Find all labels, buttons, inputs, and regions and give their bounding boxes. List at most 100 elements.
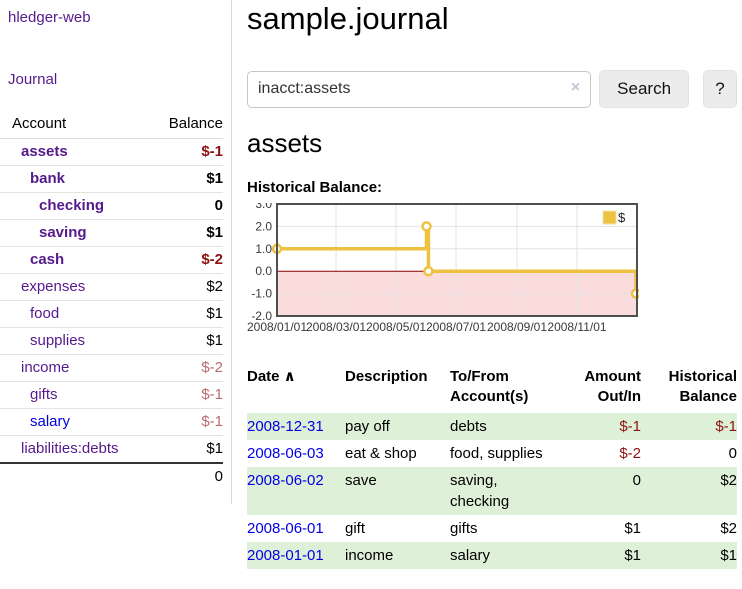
account-heading: assets	[247, 128, 323, 159]
transaction-amount: $-2	[619, 444, 641, 462]
transaction-accounts: debts	[450, 417, 487, 435]
sidebar-account-link[interactable]: supplies	[30, 332, 86, 349]
svg-text:2008/07/01: 2008/07/01	[426, 320, 486, 334]
transaction-amount: 0	[632, 471, 641, 489]
chart-title: Historical Balance:	[247, 178, 383, 196]
register-rows: 2008-12-31 pay off debts $-1 $-1 2008-06-03 ea…	[247, 412, 737, 569]
transaction-date-link[interactable]: 2008-01-01	[247, 546, 324, 564]
transaction-description: save	[345, 471, 377, 489]
account-balance: $1	[153, 219, 223, 247]
transaction-accounts: salary	[450, 546, 491, 564]
sort-ascending-icon[interactable]: ∧	[279, 367, 296, 385]
clear-search-icon[interactable]: ×	[570, 78, 581, 96]
account-row: assets $-1	[0, 138, 223, 166]
journal-link[interactable]: Journal	[8, 71, 58, 88]
transaction-accounts: gifts	[450, 519, 478, 537]
search-input[interactable]	[247, 70, 592, 108]
sidebar: hledger-web Journal Account Balance asse…	[0, 0, 232, 504]
transaction-description: gift	[345, 519, 366, 537]
search-help-button[interactable]: ?	[703, 70, 737, 109]
account-row: gifts $-1	[0, 381, 223, 409]
register-column-header: Amount Out/In	[584, 367, 641, 405]
transaction-accounts: food, supplies	[450, 444, 543, 462]
transaction-description: income	[345, 546, 394, 564]
sidebar-account-link[interactable]: cash	[30, 251, 65, 268]
transaction-amount: $1	[624, 546, 641, 564]
account-balance: $1	[153, 300, 223, 328]
account-balance: $-2	[153, 246, 223, 274]
sidebar-account-link[interactable]: income	[21, 359, 70, 376]
app-title-link[interactable]: hledger-web	[8, 9, 91, 26]
accounts-total-value: 0	[153, 462, 223, 490]
main-content: sample.journal × Search ? assets Histori…	[232, 0, 737, 589]
sidebar-account-link[interactable]: gifts	[30, 386, 58, 403]
account-row: bank $1	[0, 165, 223, 193]
account-rows: assets $-1 bank $1 checking 0 saving $1 cash $-2 e…	[0, 138, 223, 464]
svg-text:-2.0: -2.0	[251, 309, 272, 323]
accounts-total-spacer	[0, 462, 154, 490]
sidebar-account-link[interactable]: salary	[30, 413, 71, 430]
register-column-header: To/From Account(s)	[450, 367, 529, 405]
account-row: liabilities:debts $1	[0, 435, 223, 464]
page-title: sample.journal	[247, 1, 449, 36]
account-row: saving $1	[0, 219, 223, 247]
account-column-header: Account	[0, 112, 154, 139]
account-row: expenses $2	[0, 273, 223, 301]
transaction-date-link[interactable]: 2008-06-02	[247, 471, 324, 489]
transaction-date-link[interactable]: 2008-12-31	[247, 417, 324, 435]
account-row: food $1	[0, 300, 223, 328]
register-table: Date ∧ Description To/From Account(s) Amoun…	[247, 365, 737, 569]
account-balance: $1	[153, 435, 223, 464]
register-header-row: Date ∧ Description To/From Account(s) Amoun…	[247, 365, 737, 413]
register-row: 2008-12-31 pay off debts $-1 $-1	[247, 412, 737, 440]
sidebar-account-link[interactable]: bank	[30, 170, 66, 187]
transaction-balance: 0	[728, 444, 737, 462]
account-row: income $-2	[0, 354, 223, 382]
svg-text:3.0: 3.0	[255, 203, 272, 211]
account-balance: $-2	[153, 354, 223, 382]
transaction-date-link[interactable]: 2008-06-03	[247, 444, 324, 462]
journal-nav: Journal	[8, 71, 223, 88]
transaction-balance: $1	[720, 546, 737, 564]
sidebar-account-link[interactable]: food	[30, 305, 60, 322]
balance-column-header: Balance	[153, 112, 223, 139]
transaction-description: pay off	[345, 417, 390, 435]
svg-text:0.0: 0.0	[255, 264, 272, 278]
search-box: ×	[247, 70, 592, 108]
sidebar-account-link[interactable]: checking	[39, 197, 105, 214]
transaction-amount: $-1	[619, 417, 641, 435]
account-balance: $1	[153, 165, 223, 193]
brand: hledger-web	[0, 9, 223, 26]
svg-text:1.0: 1.0	[255, 242, 272, 256]
transaction-balance: $2	[720, 471, 737, 489]
search-button[interactable]: Search	[599, 70, 690, 109]
account-balance: $-1	[153, 408, 223, 436]
register-column-header[interactable]: Date ∧	[247, 367, 296, 385]
sidebar-account-link[interactable]: liabilities:debts	[21, 440, 119, 457]
sidebar-account-link[interactable]: expenses	[21, 278, 86, 295]
account-balance: $1	[153, 327, 223, 355]
register-row: 2008-01-01 income salary $1 $1	[247, 541, 737, 569]
transaction-balance: $2	[720, 519, 737, 537]
svg-text:$: $	[618, 210, 626, 225]
account-row: cash $-2	[0, 246, 223, 274]
accounts-table-header: Account Balance	[0, 112, 223, 139]
svg-text:2008/01/01: 2008/01/01	[247, 320, 307, 334]
accounts-total-row: 0	[0, 462, 223, 490]
register-column-header: Description	[345, 367, 428, 385]
transaction-description: eat & shop	[345, 444, 417, 462]
svg-text:2008/03/01: 2008/03/01	[306, 320, 366, 334]
svg-text:-1.0: -1.0	[251, 287, 272, 301]
register-row: 2008-06-01 gift gifts $1 $2	[247, 515, 737, 542]
sidebar-account-link[interactable]: saving	[39, 224, 87, 241]
svg-text:2.0: 2.0	[255, 219, 272, 233]
sidebar-account-link[interactable]: assets	[21, 143, 68, 160]
accounts-table: Account Balance assets $-1 bank $1 checking 0…	[0, 112, 223, 490]
svg-text:2008/11/01: 2008/11/01	[547, 320, 606, 334]
transaction-date-link[interactable]: 2008-06-01	[247, 519, 324, 537]
account-row: supplies $1	[0, 327, 223, 355]
transaction-amount: $1	[624, 519, 641, 537]
register-row: 2008-06-02 save saving, checking 0 $2	[247, 466, 737, 515]
account-balance: $-1	[153, 138, 223, 166]
